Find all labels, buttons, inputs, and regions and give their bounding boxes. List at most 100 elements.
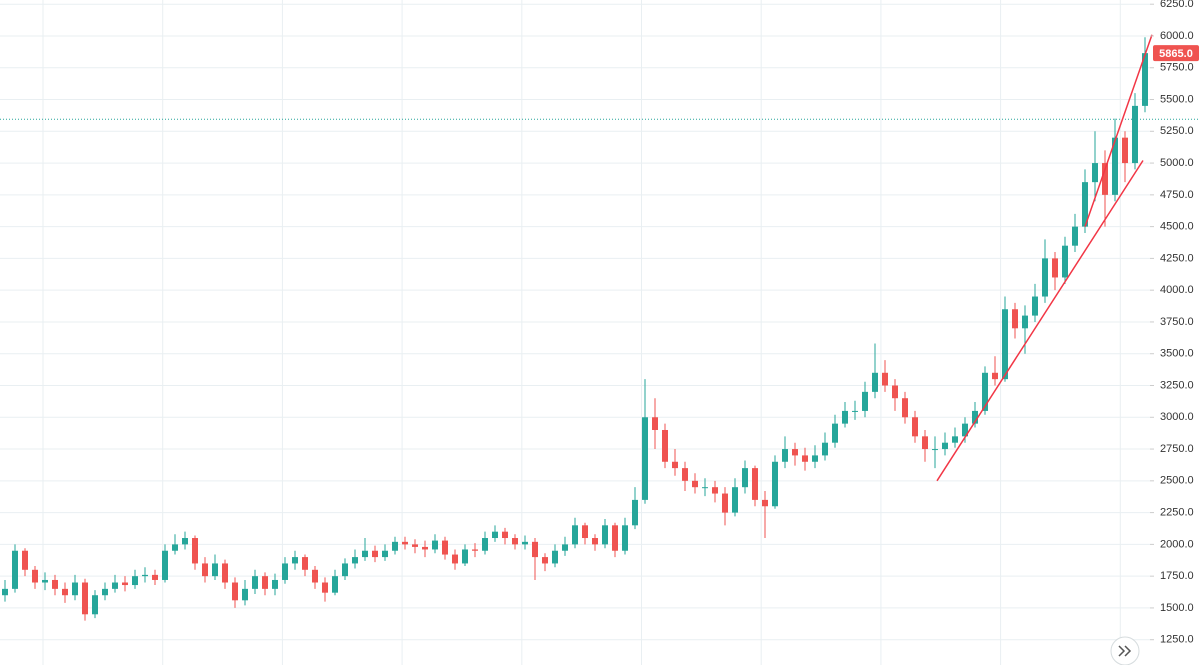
candle-body [602,525,608,545]
candle-body [572,525,578,545]
y-tick-label: 2750.0 [1160,443,1194,455]
candle-body [472,549,478,551]
candle-body [372,550,378,558]
candle-body [462,549,468,564]
candle-body [1112,137,1118,195]
candle-body [82,582,88,615]
candle-body [12,550,18,589]
candle-body [272,579,278,589]
candle-body [622,525,628,551]
y-tick-label: 4000.0 [1160,284,1194,296]
candle-body [612,525,618,551]
candle-body [1042,258,1048,297]
candle-body [212,563,218,577]
candle-body [312,569,318,583]
candle-body [1052,258,1058,278]
candle-body [592,538,598,545]
candle-body [1032,296,1038,316]
candle-body [412,544,418,547]
candle-body [972,410,978,424]
candle-body [982,372,988,411]
trend-line [1084,34,1153,227]
scroll-button[interactable] [1110,636,1140,665]
candle-body [182,538,188,545]
candle-body [1012,309,1018,329]
candle-body [1072,226,1078,246]
candle-body [402,541,408,545]
candle-body [322,582,328,593]
candle-body [922,436,928,450]
y-tick-label: 3000.0 [1160,411,1194,423]
y-tick-label: 4500.0 [1160,221,1194,233]
price-axis: 1250.0 1500.0 1750.0 2000.0 2250.0 2500.0 2750… [1150,0,1199,646]
candle-body [662,429,668,462]
candle-body [202,563,208,577]
candle-body [282,563,288,580]
candle-body [962,423,968,437]
candle-body [832,423,838,443]
last-price-label: 5865.0 [1159,48,1193,60]
y-tick-label: 2000.0 [1160,538,1194,550]
candle-body [52,579,58,589]
candle-body [1142,53,1148,106]
candle-body [812,455,818,462]
candle-body [1062,245,1068,278]
candle-body [712,487,718,494]
y-tick-label: 6000.0 [1160,30,1194,42]
candle-body [762,499,768,507]
candle-body [652,417,658,430]
candle-body [912,417,918,437]
candle-body [862,391,868,411]
candle-body [292,557,298,564]
y-tick-label: 5250.0 [1160,125,1194,137]
candle-body [562,544,568,551]
y-tick-label: 4750.0 [1160,189,1194,201]
y-tick-label: 2500.0 [1160,475,1194,487]
candle-body [532,541,538,558]
candle-body [772,461,778,507]
candle-body [512,538,518,545]
candle-body [1102,163,1108,195]
candle-body [1002,309,1008,380]
candle-body [92,595,98,615]
scroll-icon[interactable] [1118,645,1132,657]
candle-body [682,468,688,481]
candle-body [842,410,848,424]
candle-body [252,576,258,589]
candle-body [222,563,228,583]
candle-body [952,436,958,443]
plot [0,34,1200,621]
y-tick-label: 5750.0 [1160,62,1194,74]
candle-body [62,588,68,596]
candle-body [72,582,78,596]
candle-body [1122,137,1128,164]
candle-body [432,540,438,550]
candle-body [672,461,678,469]
candle-body [1022,315,1028,329]
candle-body [1132,105,1138,164]
candle-body [822,442,828,456]
grid [0,0,1150,665]
candle-body [932,449,938,451]
y-tick-label: 3250.0 [1160,379,1194,391]
candle-body [1082,182,1088,227]
candle-body [442,540,448,555]
candle-body [732,487,738,513]
candle-body [722,493,728,513]
candle-body [882,372,888,386]
candle-body [352,557,358,564]
candle-body [262,576,268,589]
y-tick-label: 1250.0 [1160,634,1194,646]
y-tick-label: 1500.0 [1160,602,1194,614]
candle-body [802,455,808,462]
y-tick-label: 5000.0 [1160,157,1194,169]
candle-body [112,582,118,589]
candle-body [692,480,698,488]
candle-body [32,569,38,583]
y-tick-label: 3500.0 [1160,348,1194,360]
candle-body [892,385,898,399]
candle-body [492,531,498,539]
candle-body [152,574,158,580]
